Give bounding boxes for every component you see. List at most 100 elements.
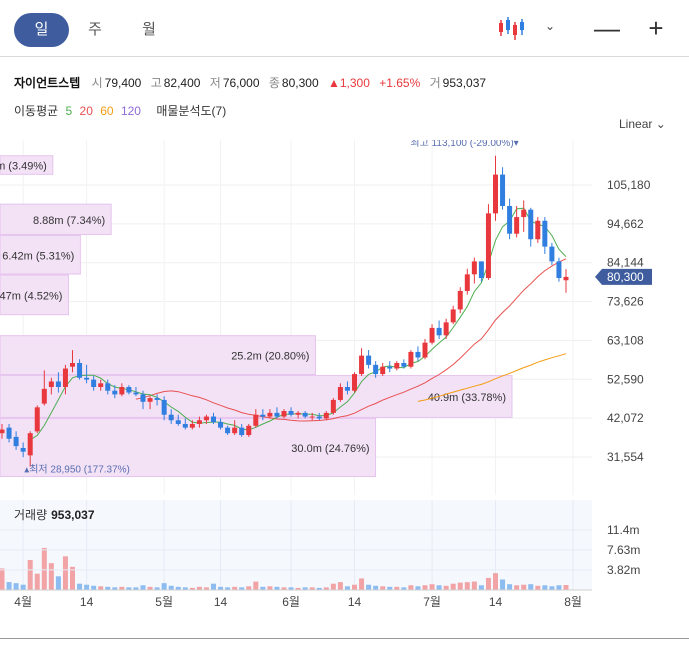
volume-panel-value: 953,037: [51, 508, 95, 522]
ma5-legend: 5: [65, 104, 73, 118]
candle: [189, 423, 195, 428]
volume-bar: [394, 586, 400, 590]
candle: [295, 412, 301, 415]
volume-bar: [274, 586, 280, 590]
candle: [211, 416, 216, 423]
candle: [239, 427, 245, 436]
candle: [521, 209, 527, 218]
candle: [112, 390, 118, 395]
volume-bar: [457, 582, 463, 590]
zoom-in-button[interactable]: +: [648, 13, 664, 43]
volume-tick-label: 7.63m: [607, 543, 640, 557]
candle: [126, 387, 132, 393]
volume-bar: [387, 586, 393, 590]
volume-bar: [232, 586, 238, 590]
candle: [77, 362, 83, 378]
candle: [507, 205, 513, 234]
volume-bar: [549, 586, 555, 590]
volume-bar: [34, 573, 40, 590]
candle: [225, 427, 231, 434]
moving-average-legend[interactable]: 이동평균 5 20 60 120 매물분석도(7): [14, 102, 230, 119]
y-tick-label: 73,626: [607, 295, 644, 309]
volume-bar: [302, 587, 308, 590]
candle: [408, 351, 414, 367]
candle: [13, 436, 19, 447]
volume-tick-label: 11.4m: [607, 523, 639, 537]
low-value: 76,000: [222, 76, 260, 90]
volume-bar: [450, 583, 456, 590]
volume-bar: [330, 583, 336, 590]
tab-month[interactable]: 월: [142, 21, 156, 38]
candle: [528, 209, 534, 240]
volume-bar: [478, 585, 484, 590]
volume-bar: [0, 568, 5, 590]
volume-bar: [20, 584, 26, 590]
volume-bar: [309, 587, 315, 590]
ma60-line: [417, 353, 567, 402]
candle: [98, 383, 104, 388]
high-marker: 최고 113,100 (-29.00%)▾: [410, 140, 518, 149]
tab-week[interactable]: 주: [88, 21, 102, 38]
candle: [373, 364, 379, 375]
candle: [6, 427, 12, 439]
price-chart[interactable]: 4.22m (3.49%) 8.88m (7.34%) 6.42m (5.31%) 5…: [0, 140, 689, 615]
y-tick-label: 105,180: [607, 178, 651, 192]
volume-bar: [267, 586, 273, 590]
candle: [450, 309, 456, 323]
volume-bar: [133, 587, 139, 590]
candle: [34, 407, 40, 432]
chevron-down-icon[interactable]: ⌄: [544, 19, 556, 33]
candle: [302, 412, 308, 417]
volume-bar: [105, 586, 111, 590]
x-tick-label: 14: [489, 595, 503, 609]
candle: [436, 327, 442, 336]
candle: [316, 416, 322, 419]
x-tick-label: 4월: [14, 595, 32, 609]
zoom-out-button[interactable]: —: [594, 13, 620, 43]
y-tick-label: 31,554: [607, 450, 644, 464]
x-tick-label: 14: [214, 595, 228, 609]
high-label: 고: [150, 76, 162, 90]
volume-bar: [13, 583, 19, 590]
volume-bar: [542, 585, 548, 590]
candle: [147, 398, 153, 402]
volume-bar: [436, 585, 442, 590]
candle: [542, 220, 548, 247]
volume-bar: [62, 556, 68, 590]
candle: [41, 388, 47, 404]
volume-value: 953,037: [442, 76, 487, 90]
scale-label: Linear: [619, 117, 653, 131]
candle: [359, 355, 365, 375]
volume-bar: [556, 585, 562, 590]
volume-bar: [84, 584, 90, 590]
candle: [471, 261, 477, 275]
volume-bar: [77, 583, 83, 590]
y-tick-label: 42,072: [607, 411, 644, 425]
candle: [330, 399, 336, 413]
volume-profile-legend[interactable]: 매물분석도(7): [156, 104, 227, 118]
volume-bar: [161, 583, 167, 590]
volume-bar: [500, 579, 506, 590]
change-value: 1,300: [339, 76, 370, 90]
volume-bar: [218, 586, 224, 590]
candlestick-icon[interactable]: [497, 14, 525, 42]
volume-profile-bar: [0, 335, 316, 376]
candle: [154, 398, 160, 400]
volume-bar: [344, 586, 350, 590]
candle: [387, 366, 393, 369]
scale-dropdown[interactable]: Linear ⌄: [619, 117, 666, 131]
volume-bar: [91, 585, 97, 590]
y-tick-label: 84,144: [607, 256, 644, 270]
candle: [232, 427, 238, 434]
x-tick-label: 8월: [564, 595, 582, 609]
period-toolbar: 일 주 월 ⌄ — +: [0, 0, 689, 57]
candle: [352, 374, 357, 391]
candle: [429, 327, 435, 343]
tab-day[interactable]: 일: [14, 13, 69, 47]
candle: [288, 411, 294, 415]
candle: [175, 420, 181, 424]
volume-bar: [493, 573, 498, 590]
volume-profile-label: 8.88m (7.34%): [33, 215, 105, 227]
candle: [0, 429, 5, 434]
candle: [337, 387, 343, 400]
